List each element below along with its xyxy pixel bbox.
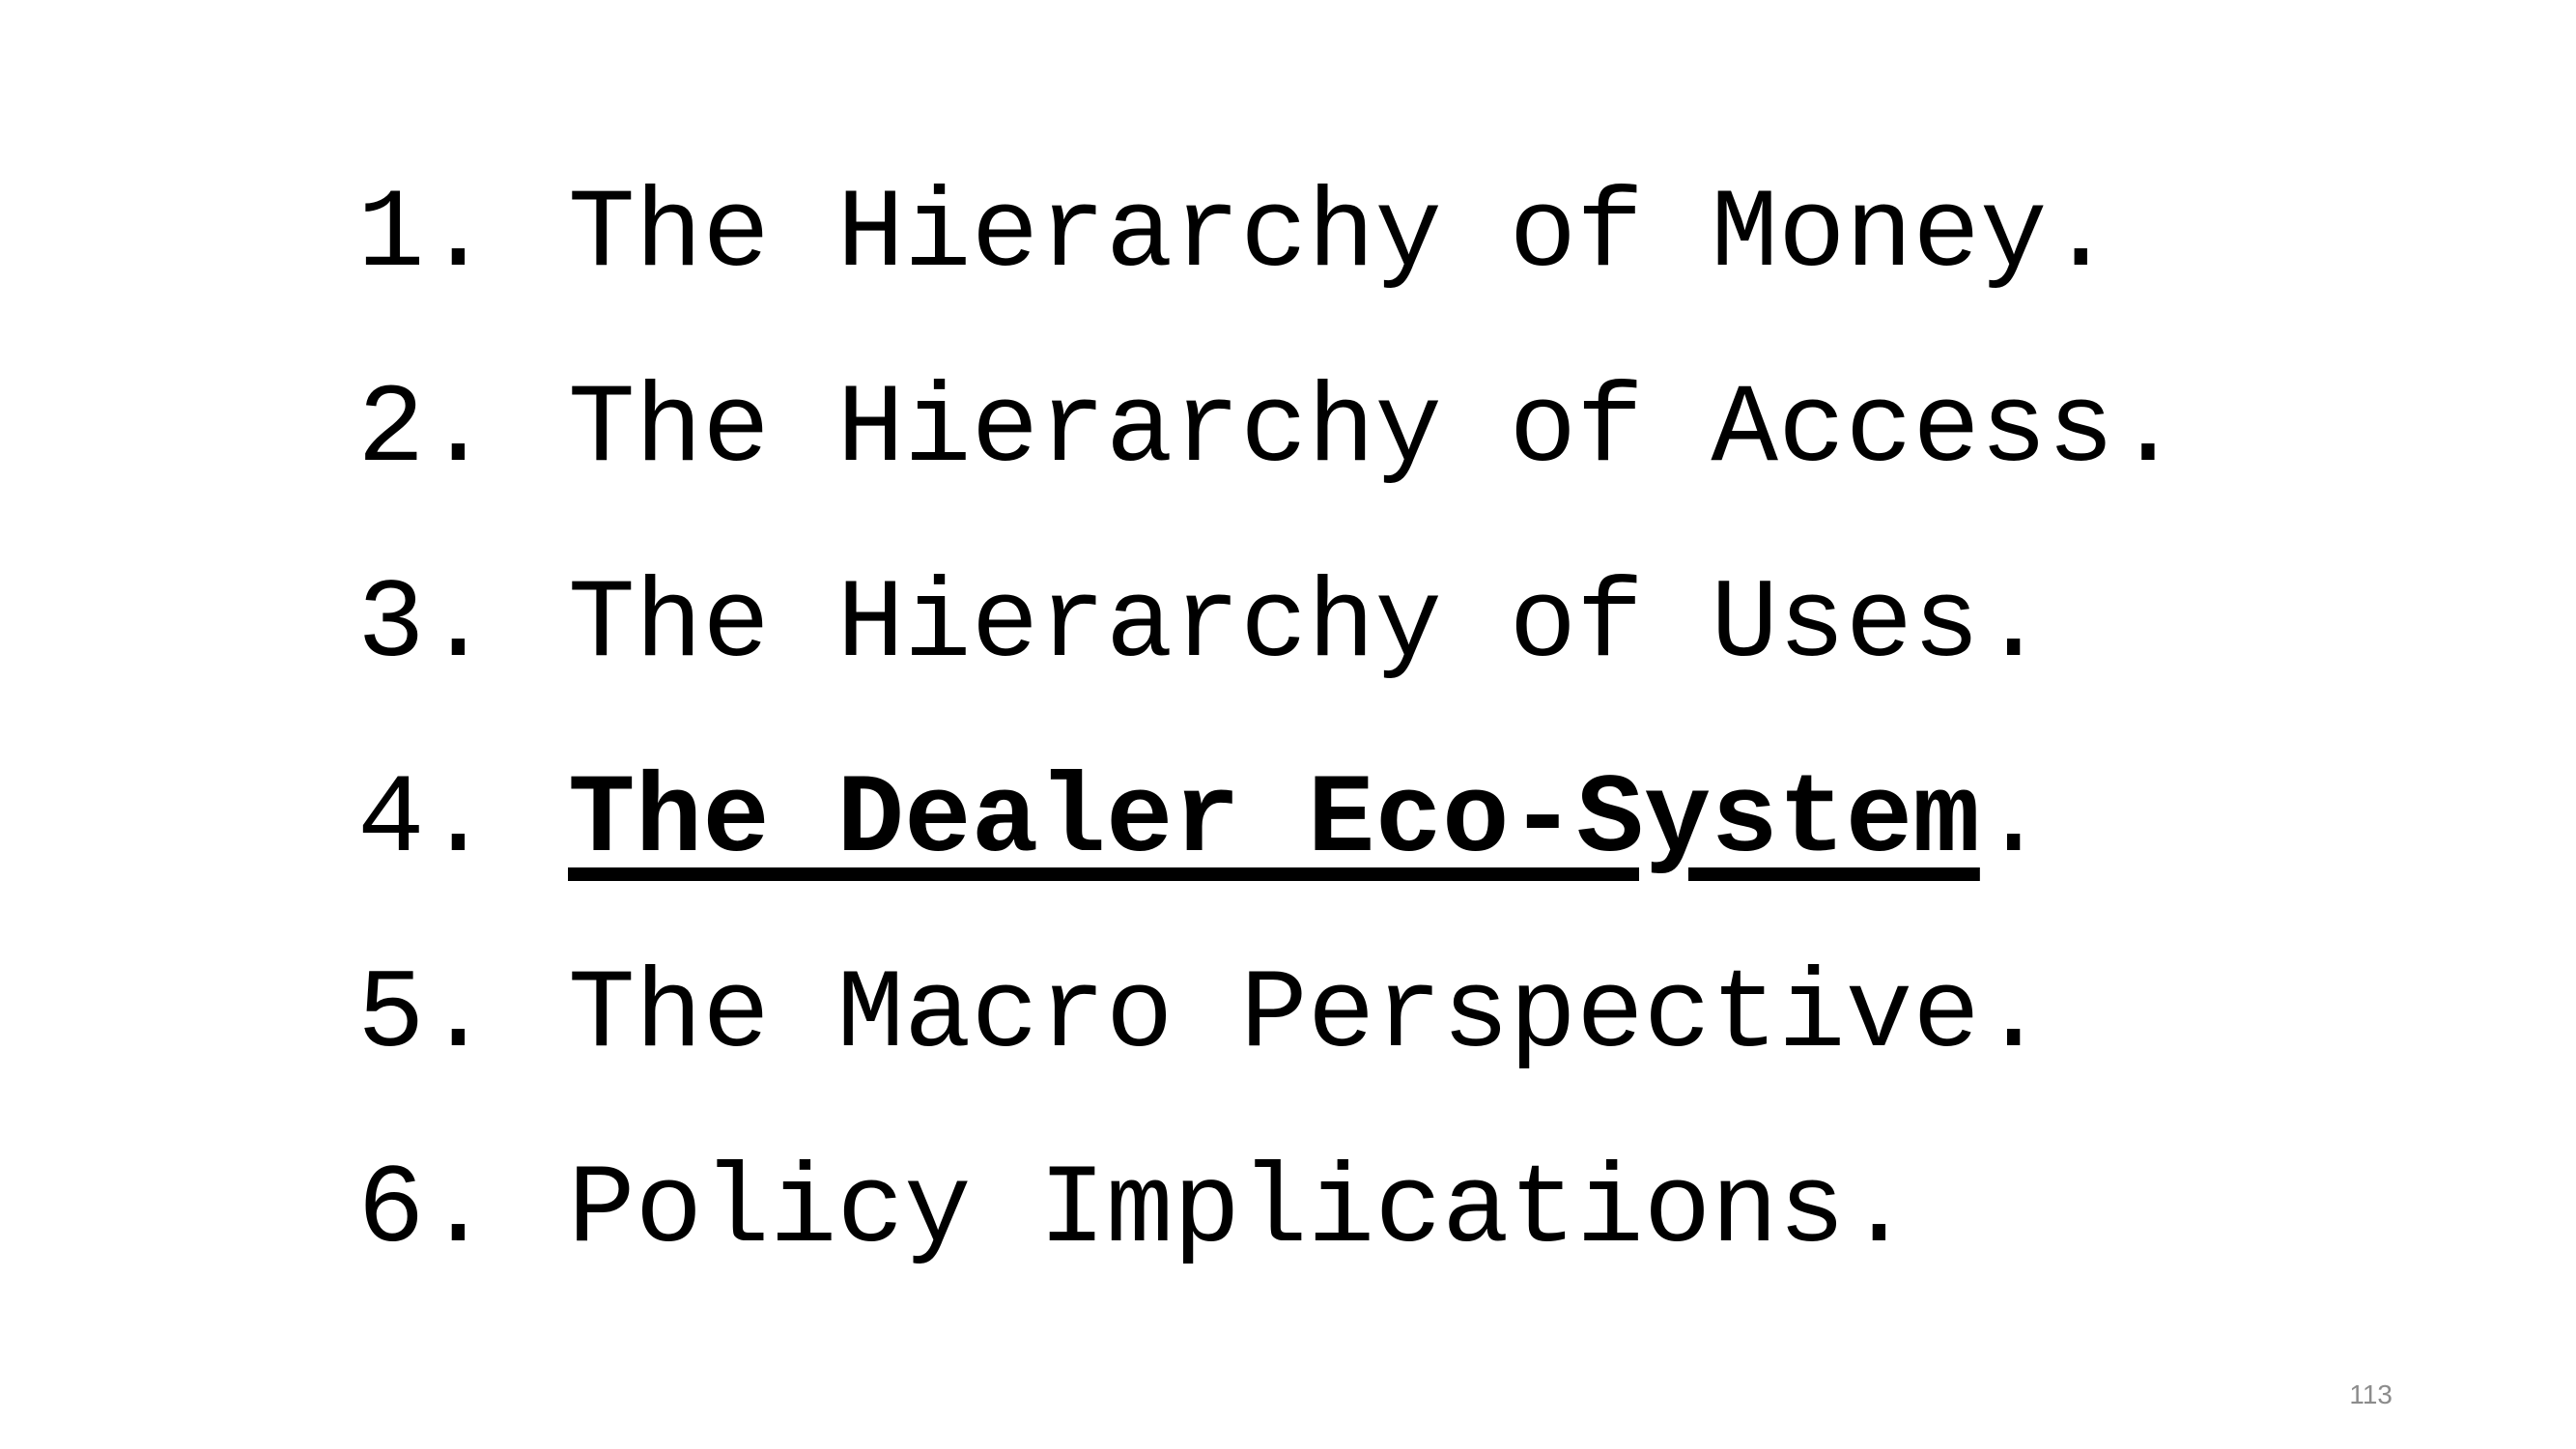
current-item-text: The Dealer Eco-System	[568, 756, 1980, 884]
agenda-item-4-current: 4. The Dealer Eco-System.	[357, 738, 2182, 933]
item-suffix: .	[1979, 756, 2048, 884]
item-suffix: .	[2047, 171, 2115, 298]
item-text: The Macro Perspective	[568, 952, 1980, 1079]
item-text: Policy Implications	[568, 1147, 1846, 1274]
item-suffix: .	[1979, 561, 2048, 689]
agenda-list: 1. The Hierarchy of Money. 2. The Hierarch…	[357, 153, 2182, 1323]
item-text: The Hierarchy of Money	[568, 171, 2048, 298]
page-number: 113	[2349, 1379, 2392, 1409]
item-number: 2.	[357, 366, 493, 494]
agenda-item-3: 3. The Hierarchy of Uses.	[357, 543, 2182, 738]
item-suffix: .	[1979, 952, 2048, 1079]
item-suffix: .	[1845, 1147, 1913, 1274]
agenda-item-2: 2. The Hierarchy of Access.	[357, 348, 2182, 543]
item-number: 6.	[357, 1147, 493, 1274]
item-number: 1.	[357, 171, 493, 298]
item-number: 3.	[357, 561, 493, 689]
item-number: 5.	[357, 952, 493, 1079]
agenda-item-6: 6. Policy Implications.	[357, 1128, 2182, 1323]
item-number: 4.	[357, 756, 493, 884]
agenda-item-1: 1. The Hierarchy of Money.	[357, 153, 2182, 348]
item-text: The Hierarchy of Uses	[568, 561, 1980, 689]
agenda-item-5: 5. The Macro Perspective.	[357, 933, 2182, 1128]
item-suffix: .	[2114, 366, 2182, 494]
item-text: The Hierarchy of Access	[568, 366, 2115, 494]
